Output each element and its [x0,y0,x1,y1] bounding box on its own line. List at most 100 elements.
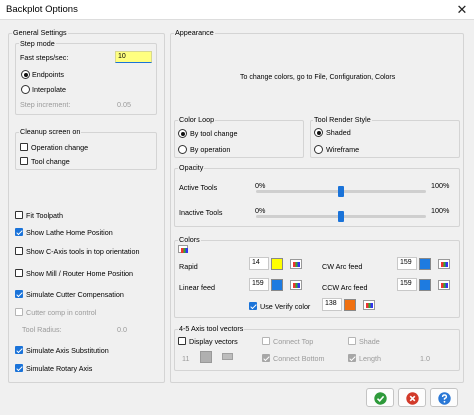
step-increment-value: 0.05 [117,100,131,109]
wireframe-radio[interactable] [314,145,323,154]
axis-vectors-group [174,329,460,371]
help-icon [438,392,451,405]
ccw-color-swatch[interactable] [419,279,431,291]
linear-color-number[interactable]: 159 [249,278,269,291]
tool-radius-label: Tool Radius: [22,325,62,334]
active-tools-label: Active Tools [179,183,218,192]
by-tool-change-label: By tool change [190,129,238,138]
shade-checkbox[interactable] [348,337,356,345]
color-loop-title: Color Loop [178,115,216,124]
tool-change-label: Tool change [31,157,70,166]
vector-picker-icon[interactable] [222,353,233,360]
display-vectors-checkbox[interactable] [178,337,186,345]
length-label: Length [359,354,381,363]
ccw-color-number[interactable]: 159 [397,278,417,291]
help-button[interactable] [430,388,458,407]
vector-color-swatch[interactable] [200,351,212,363]
by-operation-label: By operation [190,145,231,154]
linear-feed-label: Linear feed [179,283,215,292]
close-icon[interactable]: ✕ [456,2,468,17]
checkmark-icon [374,392,387,405]
shade-label: Shade [359,337,380,346]
use-verify-color-label: Use Verify color [260,302,311,311]
operation-change-label: Operation change [31,143,89,152]
linear-color-swatch[interactable] [271,279,283,291]
palette-icon [178,245,188,253]
title-bar: Backplot Options ✕ [0,0,474,20]
show-caxis-checkbox[interactable] [15,247,23,255]
general-settings-group [8,33,165,383]
show-mill-home-checkbox[interactable] [15,269,23,277]
cw-color-picker-icon[interactable] [438,259,450,269]
active-tools-slider-thumb[interactable] [338,186,344,197]
fast-steps-label: Fast steps/sec: [20,53,69,62]
verify-color-number[interactable]: 138 [322,298,342,311]
fit-toolpath-checkbox[interactable] [15,211,23,219]
axis-vectors-title: 4-5 Axis tool vectors [178,324,245,333]
tool-change-checkbox[interactable] [20,157,28,165]
wireframe-label: Wireframe [326,145,360,154]
verify-color-picker-icon[interactable] [363,300,375,310]
appearance-group [170,33,464,383]
tool-render-group [310,120,460,158]
ok-button[interactable] [366,388,394,407]
rapid-label: Rapid [179,262,198,271]
endpoints-radio[interactable] [21,70,30,79]
connect-top-checkbox[interactable] [262,337,270,345]
linear-color-picker-icon[interactable] [290,280,302,290]
step-mode-group [15,43,157,115]
by-operation-radio[interactable] [178,145,187,154]
shaded-label: Shaded [326,128,351,137]
length-checkbox[interactable] [348,354,356,362]
length-value: 1.0 [420,354,430,363]
cancel-button[interactable] [398,388,426,407]
cutter-comp-control-checkbox[interactable] [15,308,23,316]
appearance-title: Appearance [174,28,215,37]
color-loop-group [174,120,304,158]
simulate-cutter-comp-checkbox[interactable] [15,290,23,298]
simulate-cutter-comp-label: Simulate Cutter Compensation [26,290,124,299]
ccw-arc-label: CCW Arc feed [322,283,368,292]
active-min-label: 0% [255,181,266,190]
simulate-rotary-checkbox[interactable] [15,364,23,372]
colors-group [174,240,460,318]
cutter-comp-control-label: Cutter comp in control [26,308,97,317]
cw-color-swatch[interactable] [419,258,431,270]
cancel-icon [406,392,419,405]
cleanup-group [15,132,157,170]
verify-color-swatch[interactable] [344,299,356,311]
inactive-min-label: 0% [255,206,266,215]
connect-bottom-label: Connect Bottom [273,354,325,363]
opacity-group [174,168,460,227]
rapid-color-picker-icon[interactable] [290,259,302,269]
cleanup-title: Cleanup screen on [19,127,82,136]
fast-steps-input[interactable]: 10 [115,51,152,63]
appearance-info-text: To change colors, go to File, Configurat… [240,74,396,81]
by-tool-change-radio[interactable] [178,129,187,138]
show-lathe-home-label: Show Lathe Home Position [26,228,113,237]
cw-color-number[interactable]: 159 [397,257,417,270]
vector-color-number: 11 [182,354,190,363]
use-verify-color-checkbox[interactable] [249,302,257,310]
inactive-tools-slider-thumb[interactable] [338,211,344,222]
opacity-title: Opacity [178,163,205,172]
connect-top-label: Connect Top [273,337,314,346]
step-mode-title: Step mode [19,39,56,48]
interpolate-radio[interactable] [21,85,30,94]
active-max-label: 100% [431,181,450,190]
simulate-axis-sub-checkbox[interactable] [15,346,23,354]
shaded-radio[interactable] [314,128,323,137]
tool-radius-value: 0.0 [117,325,127,334]
cw-arc-label: CW Arc feed [322,262,363,271]
show-lathe-home-checkbox[interactable] [15,228,23,236]
operation-change-checkbox[interactable] [20,143,28,151]
interpolate-label: Interpolate [32,85,66,94]
show-caxis-label: Show C-Axis tools in top orientation [26,247,140,256]
step-increment-label: Step increment: [20,100,71,109]
rapid-color-swatch[interactable] [271,258,283,270]
connect-bottom-checkbox[interactable] [262,354,270,362]
simulate-axis-sub-label: Simulate Axis Substitution [26,346,109,355]
fit-toolpath-label: Fit Toolpath [26,211,64,220]
rapid-color-number[interactable]: 14 [249,257,269,270]
ccw-color-picker-icon[interactable] [438,280,450,290]
